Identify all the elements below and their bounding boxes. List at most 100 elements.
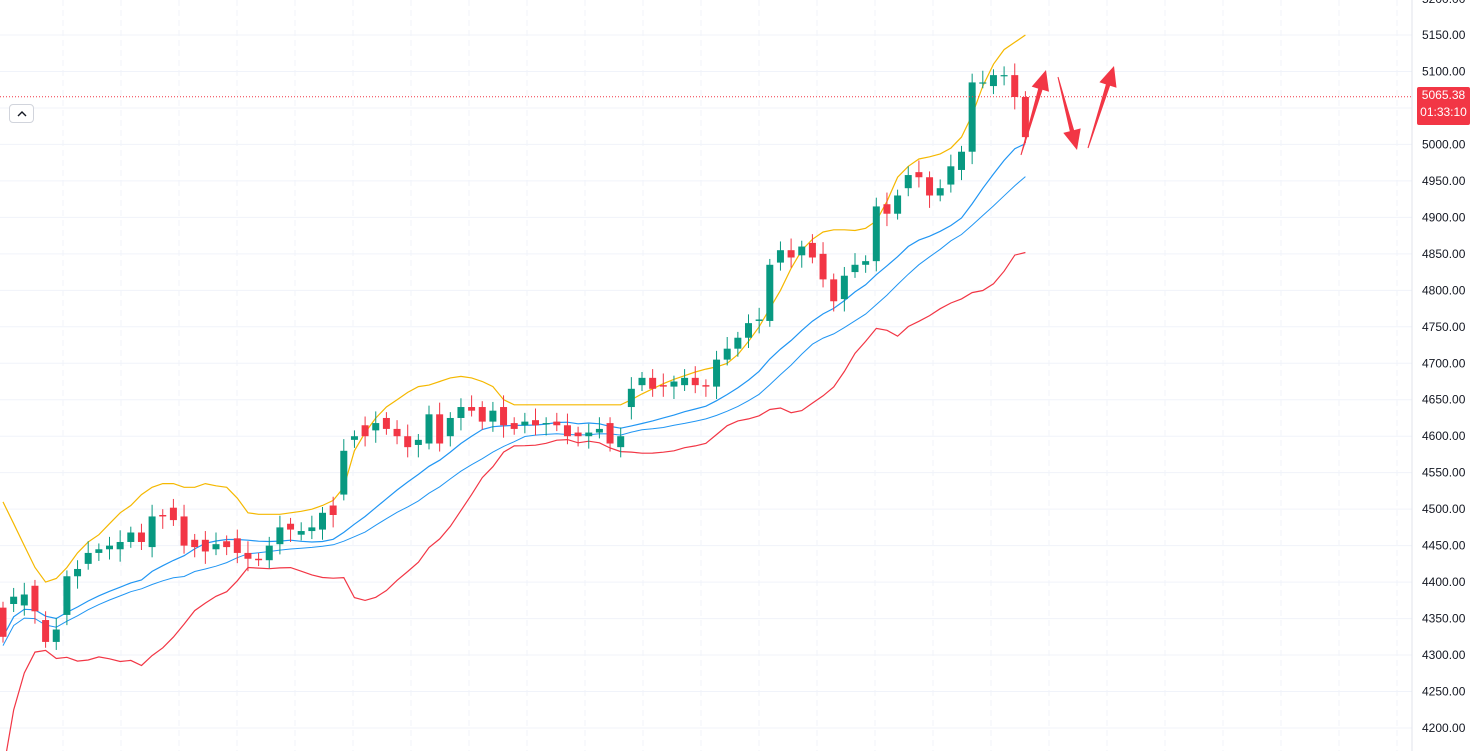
candle-body [137,532,145,542]
candle-body [116,541,124,550]
candle-body [798,246,806,256]
price-tick-label: 4350.00 [1422,612,1466,626]
candle-body [670,381,678,387]
candle-body [755,319,763,321]
candle-body [840,275,848,300]
candle-body [340,450,348,495]
candle-body [414,439,422,445]
price-axis[interactable]: 5150.005100.005050.005000.004950.004900.… [1411,0,1466,751]
candle-body [627,388,635,408]
candle-body [563,425,571,437]
candle-body [276,527,284,545]
candle-body [404,436,412,448]
arrow-shape [1057,76,1081,150]
price-tick-label: 4500.00 [1422,502,1466,516]
price-tick-label: 4850.00 [1422,247,1466,261]
candle-body [808,242,816,258]
candle-body [468,407,476,411]
candle-body [287,523,295,530]
collapse-button[interactable] [9,104,34,123]
candle-body [681,377,689,386]
candle-body [649,377,657,389]
candle-body [691,377,699,386]
price-tick-label: 4550.00 [1422,466,1466,480]
candle-body [84,552,92,564]
candle-body [169,507,177,521]
candle-body [723,348,731,360]
candle-body [702,385,710,387]
price-tick-label: 4650.00 [1422,393,1466,407]
price-tick-label: 5100.00 [1422,64,1466,78]
candle-body [457,407,465,418]
candle-body [915,172,923,178]
price-tick-label: 4200.00 [1422,721,1466,735]
annotation-arrows[interactable] [1020,66,1117,156]
candle-body [979,82,987,84]
candle-body [191,539,199,548]
candle-body [329,505,337,515]
candle-body [180,516,188,546]
candle-body [159,514,167,517]
upper-band-line [2,34,1026,583]
candle-body [127,532,135,542]
candle-body [659,385,667,387]
moving-average-line-2 [2,176,1026,646]
price-tick-label: 4450.00 [1422,539,1466,553]
candle-body [233,538,241,553]
last-price-tag: 5065.38 01:33:10 [1417,87,1470,125]
price-tick-label-partial: 5200.00 [1422,0,1466,6]
price-tick-label: 4900.00 [1422,210,1466,224]
price-tick-label: 4300.00 [1422,648,1466,662]
last-price-label: 5065.38 [1421,88,1466,102]
candle-body [894,195,902,214]
candle-body [20,594,28,606]
candle-body [297,531,305,535]
candle-body [521,421,529,426]
candle-body [532,420,539,426]
candle-body [361,425,369,437]
candle-body [883,204,891,214]
candle-body [1000,75,1008,77]
candle-body [1021,97,1029,138]
candle-body [542,423,550,425]
candle-body [734,337,742,349]
price-tick-label: 4950.00 [1422,174,1466,188]
candle-body [617,436,625,448]
price-tick-label: 4700.00 [1422,356,1466,370]
candle-body [148,516,156,548]
price-tick-label: 4400.00 [1422,575,1466,589]
candle-body [787,250,795,258]
candle-body [478,407,486,422]
countdown-label: 01:33:10 [1420,105,1467,119]
candle-body [510,423,518,429]
candle-body [255,558,263,561]
candle-body [265,545,273,561]
chart-grid [0,0,1412,751]
candle-body [446,417,454,437]
price-tick-label: 4750.00 [1422,320,1466,334]
candle-body [936,188,944,196]
candle-body [393,428,401,437]
candle-body [0,607,7,637]
candle-body [968,82,976,152]
candle-body [776,250,784,263]
candle-body [872,206,880,262]
candle-body [926,177,934,196]
candle-body [500,407,508,426]
arrow-up-2[interactable] [1087,66,1117,149]
arrow-down[interactable] [1057,76,1081,150]
candle-body [1011,75,1019,98]
price-tick-label: 4800.00 [1422,283,1466,297]
chevron-up-icon [17,110,26,116]
candle-body [106,545,113,550]
price-tick-label: 4600.00 [1422,429,1466,443]
candle-body [436,414,444,444]
candle-body [904,175,912,189]
price-tick-label: 4250.00 [1422,685,1466,699]
arrow-up-1[interactable] [1020,70,1050,156]
candle-body [947,166,955,185]
candle-body [74,568,82,577]
candle-body [862,261,870,265]
candle-body [585,432,593,437]
